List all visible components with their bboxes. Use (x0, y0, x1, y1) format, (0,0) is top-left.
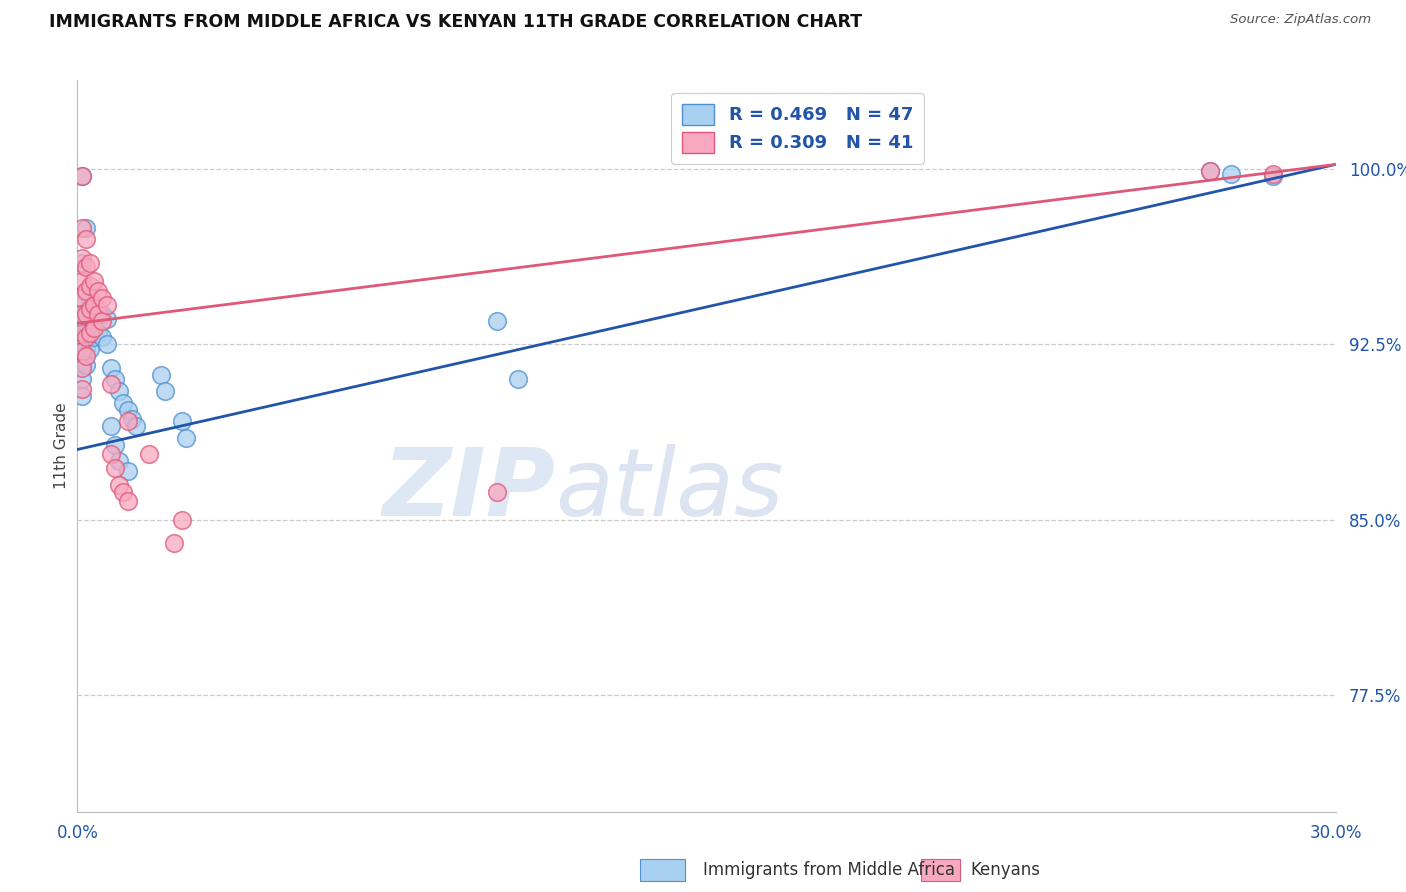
Point (70, 382, 93, 396)
Point (87, 326, 110, 340)
Point (138, 447, 160, 461)
Point (91, 291, 114, 305)
Point (70, 298, 93, 312)
Point (83, 314, 105, 328)
Point (112, 484, 135, 499)
Point (87, 284, 110, 298)
Point (75, 326, 97, 340)
Point (172, 513, 194, 527)
Point (70, 389, 93, 403)
Point (172, 414, 194, 428)
Point (75, 307, 97, 321)
Point (75, 284, 97, 298)
Point (75, 307, 97, 321)
Point (70, 372, 93, 386)
Point (83, 298, 105, 312)
Point (104, 461, 127, 475)
Point (70, 291, 93, 305)
Point (1199, 164, 1222, 178)
Point (79, 326, 101, 340)
Point (121, 412, 143, 426)
Text: IMMIGRANTS FROM MIDDLE AFRICA VS KENYAN 11TH GRADE CORRELATION CHART: IMMIGRANTS FROM MIDDLE AFRICA VS KENYAN … (49, 13, 862, 31)
Point (70, 251, 93, 265)
Point (83, 321, 105, 335)
Point (75, 220, 97, 235)
Point (70, 360, 93, 375)
Point (79, 255, 101, 269)
Text: Kenyans: Kenyans (970, 861, 1040, 879)
Point (87, 307, 110, 321)
Point (100, 447, 122, 461)
Point (104, 438, 127, 452)
Point (70, 314, 93, 328)
Point (1199, 164, 1222, 178)
Text: Immigrants from Middle Africa: Immigrants from Middle Africa (703, 861, 955, 879)
Point (1219, 167, 1241, 181)
Point (125, 419, 148, 434)
Point (108, 477, 131, 491)
Point (1261, 167, 1284, 181)
Point (150, 368, 173, 382)
Point (70, 220, 93, 235)
Point (79, 279, 101, 293)
Point (70, 359, 93, 373)
Point (117, 402, 139, 417)
Point (96, 311, 118, 326)
Point (96, 298, 118, 312)
Point (83, 298, 105, 312)
Point (75, 330, 97, 344)
Point (79, 326, 101, 340)
Point (79, 307, 101, 321)
Text: Source: ZipAtlas.com: Source: ZipAtlas.com (1230, 13, 1371, 27)
Point (108, 384, 131, 398)
Point (75, 359, 97, 373)
Point (112, 396, 135, 410)
Point (117, 414, 139, 428)
Point (70, 169, 93, 183)
Point (79, 291, 101, 305)
Point (176, 431, 198, 445)
Point (108, 454, 131, 468)
Point (1261, 169, 1284, 183)
Point (100, 377, 122, 392)
Point (485, 314, 508, 328)
Point (70, 344, 93, 359)
Text: ZIP: ZIP (382, 444, 555, 536)
Point (96, 337, 118, 351)
Text: atlas: atlas (555, 444, 783, 535)
Point (163, 536, 186, 550)
Point (70, 274, 93, 288)
Point (104, 372, 127, 386)
Legend: R = 0.469   N = 47, R = 0.309   N = 41: R = 0.469 N = 47, R = 0.309 N = 41 (671, 93, 924, 163)
Point (75, 232, 97, 246)
Point (70, 255, 93, 269)
Point (70, 344, 93, 359)
Point (79, 342, 101, 356)
Point (70, 169, 93, 183)
Point (75, 342, 97, 356)
Y-axis label: 11th Grade: 11th Grade (53, 402, 69, 490)
Point (485, 484, 508, 499)
Point (75, 260, 97, 275)
Point (87, 302, 110, 317)
Point (100, 419, 122, 434)
Point (83, 274, 105, 288)
Point (70, 307, 93, 321)
Point (155, 384, 177, 398)
Point (117, 464, 139, 478)
Point (70, 330, 93, 344)
Point (70, 326, 93, 340)
Point (506, 372, 529, 386)
Point (75, 349, 97, 363)
Point (91, 307, 114, 321)
Point (100, 360, 122, 375)
Point (83, 330, 105, 344)
Point (91, 330, 114, 344)
Point (117, 494, 139, 508)
Point (91, 314, 114, 328)
Point (79, 302, 101, 317)
